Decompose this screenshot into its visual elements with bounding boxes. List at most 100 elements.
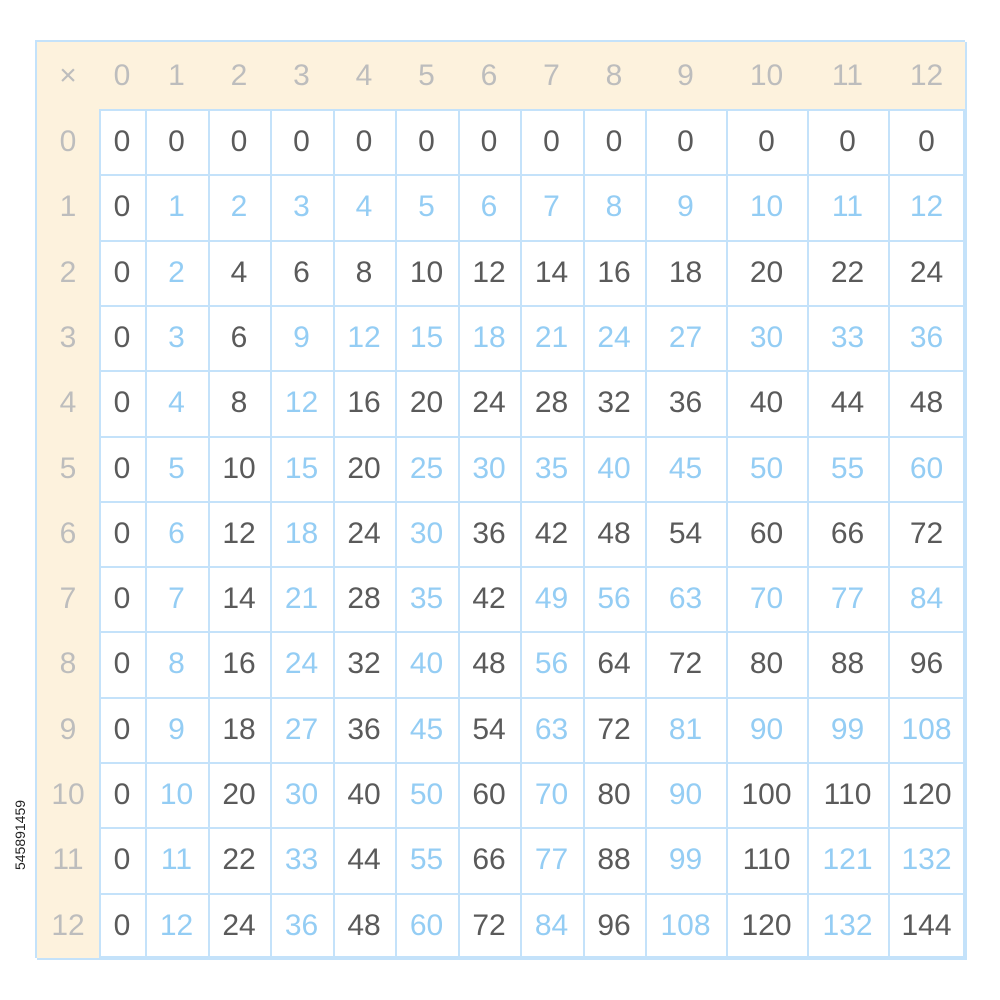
- table-cell: 84: [888, 566, 967, 633]
- row-header: 2: [37, 240, 101, 307]
- row-header: 8: [37, 631, 101, 699]
- table-cell: 7: [145, 566, 210, 633]
- table-cell: 0: [99, 370, 147, 438]
- table-cell: 12: [333, 305, 397, 372]
- table-cell: 60: [726, 501, 809, 568]
- table-cell: 44: [807, 370, 890, 438]
- table-cell: 110: [726, 827, 809, 895]
- table-cell: 14: [208, 566, 272, 633]
- table-cell: 8: [583, 174, 647, 242]
- table-cell: 48: [888, 370, 967, 438]
- table-cell: 0: [270, 109, 335, 176]
- table-cell: 0: [395, 109, 460, 176]
- table-cell: 9: [145, 697, 210, 764]
- column-header: 10: [726, 42, 809, 111]
- table-cell: 56: [583, 566, 647, 633]
- table-cell: 36: [888, 305, 967, 372]
- table-cell: 40: [583, 436, 647, 503]
- table-cell: 20: [333, 436, 397, 503]
- multiplication-table: × 0 1 2 3 4 5 6 7 8 9 10 11 12 0 0 0 0 0 0 0 0 0 0 0 0 0 0 1 0 1 2 3 4 5 6 7…: [35, 40, 967, 960]
- table-cell: 80: [583, 762, 647, 829]
- table-cell: 64: [583, 631, 647, 699]
- table-cell: 72: [458, 893, 522, 960]
- table-cell: 100: [726, 762, 809, 829]
- table-cell: 120: [888, 762, 967, 829]
- column-header: 8: [583, 42, 647, 111]
- table-cell: 60: [458, 762, 522, 829]
- table-cell: 10: [208, 436, 272, 503]
- table-cell: 24: [208, 893, 272, 960]
- table-cell: 30: [270, 762, 335, 829]
- table-cell: 12: [270, 370, 335, 438]
- table-cell: 63: [645, 566, 728, 633]
- table-cell: 0: [726, 109, 809, 176]
- table-cell: 0: [99, 174, 147, 242]
- table-cell: 42: [458, 566, 522, 633]
- row-header: 5: [37, 436, 101, 503]
- table-cell: 36: [333, 697, 397, 764]
- row-header: 11: [37, 827, 101, 895]
- table-cell: 12: [145, 893, 210, 960]
- table-cell: 16: [208, 631, 272, 699]
- table-cell: 121: [807, 827, 890, 895]
- table-cell: 16: [583, 240, 647, 307]
- table-cell: 20: [726, 240, 809, 307]
- column-header: 12: [888, 42, 967, 111]
- table-cell: 11: [145, 827, 210, 895]
- table-cell: 4: [145, 370, 210, 438]
- table-cell: 0: [333, 109, 397, 176]
- column-header: 7: [520, 42, 585, 111]
- table-cell: 0: [99, 305, 147, 372]
- table-cell: 36: [458, 501, 522, 568]
- table-cell: 45: [645, 436, 728, 503]
- column-header: 5: [395, 42, 460, 111]
- table-cell: 50: [395, 762, 460, 829]
- table-cell: 88: [583, 827, 647, 895]
- table-cell: 1: [145, 174, 210, 242]
- table-cell: 48: [458, 631, 522, 699]
- table-cell: 81: [645, 697, 728, 764]
- table-cell: 42: [520, 501, 585, 568]
- table-cell: 40: [395, 631, 460, 699]
- table-cell: 0: [99, 501, 147, 568]
- table-cell: 70: [726, 566, 809, 633]
- table-cell: 0: [208, 109, 272, 176]
- table-cell: 60: [395, 893, 460, 960]
- table-cell: 55: [395, 827, 460, 895]
- table-cell: 72: [645, 631, 728, 699]
- table-cell: 144: [888, 893, 967, 960]
- stock-id-watermark: 545891459: [12, 799, 29, 871]
- table-cell: 33: [270, 827, 335, 895]
- table-cell: 0: [99, 436, 147, 503]
- table-cell: 3: [270, 174, 335, 242]
- table-cell: 22: [807, 240, 890, 307]
- table-cell: 6: [458, 174, 522, 242]
- column-header: 1: [145, 42, 210, 111]
- table-cell: 90: [726, 697, 809, 764]
- table-cell: 3: [145, 305, 210, 372]
- table-cell: 20: [395, 370, 460, 438]
- table-cell: 18: [270, 501, 335, 568]
- table-cell: 4: [208, 240, 272, 307]
- row-header: 1: [37, 174, 101, 242]
- table-cell: 45: [395, 697, 460, 764]
- column-header: 6: [458, 42, 522, 111]
- row-header: 4: [37, 370, 101, 438]
- table-cell: 11: [807, 174, 890, 242]
- table-cell: 33: [807, 305, 890, 372]
- row-header: 9: [37, 697, 101, 764]
- table-cell: 2: [208, 174, 272, 242]
- table-cell: 77: [807, 566, 890, 633]
- table-cell: 54: [458, 697, 522, 764]
- table-cell: 30: [458, 436, 522, 503]
- table-cell: 0: [458, 109, 522, 176]
- table-cell: 24: [458, 370, 522, 438]
- table-cell: 99: [645, 827, 728, 895]
- table-cell: 96: [888, 631, 967, 699]
- table-cell: 48: [333, 893, 397, 960]
- table-cell: 88: [807, 631, 890, 699]
- column-header: 3: [270, 42, 335, 111]
- table-cell: 10: [395, 240, 460, 307]
- table-cell: 8: [208, 370, 272, 438]
- table-cell: 8: [145, 631, 210, 699]
